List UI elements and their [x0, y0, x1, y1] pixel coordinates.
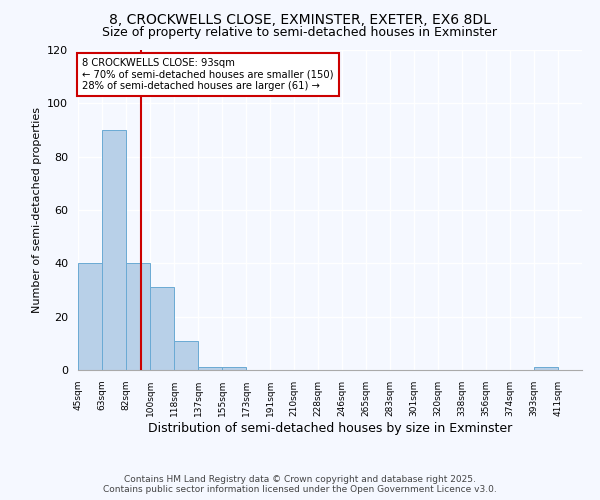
Bar — [150, 288, 174, 370]
Bar — [126, 264, 150, 370]
Text: Size of property relative to semi-detached houses in Exminster: Size of property relative to semi-detach… — [103, 26, 497, 39]
Text: 8 CROCKWELLS CLOSE: 93sqm
← 70% of semi-detached houses are smaller (150)
28% of: 8 CROCKWELLS CLOSE: 93sqm ← 70% of semi-… — [82, 58, 334, 91]
Bar — [102, 130, 126, 370]
Bar — [534, 368, 558, 370]
X-axis label: Distribution of semi-detached houses by size in Exminster: Distribution of semi-detached houses by … — [148, 422, 512, 434]
Y-axis label: Number of semi-detached properties: Number of semi-detached properties — [32, 107, 41, 313]
Bar — [174, 340, 198, 370]
Bar — [222, 368, 246, 370]
Bar — [198, 368, 222, 370]
Text: Contains HM Land Registry data © Crown copyright and database right 2025.
Contai: Contains HM Land Registry data © Crown c… — [103, 474, 497, 494]
Bar — [78, 264, 102, 370]
Text: 8, CROCKWELLS CLOSE, EXMINSTER, EXETER, EX6 8DL: 8, CROCKWELLS CLOSE, EXMINSTER, EXETER, … — [109, 12, 491, 26]
